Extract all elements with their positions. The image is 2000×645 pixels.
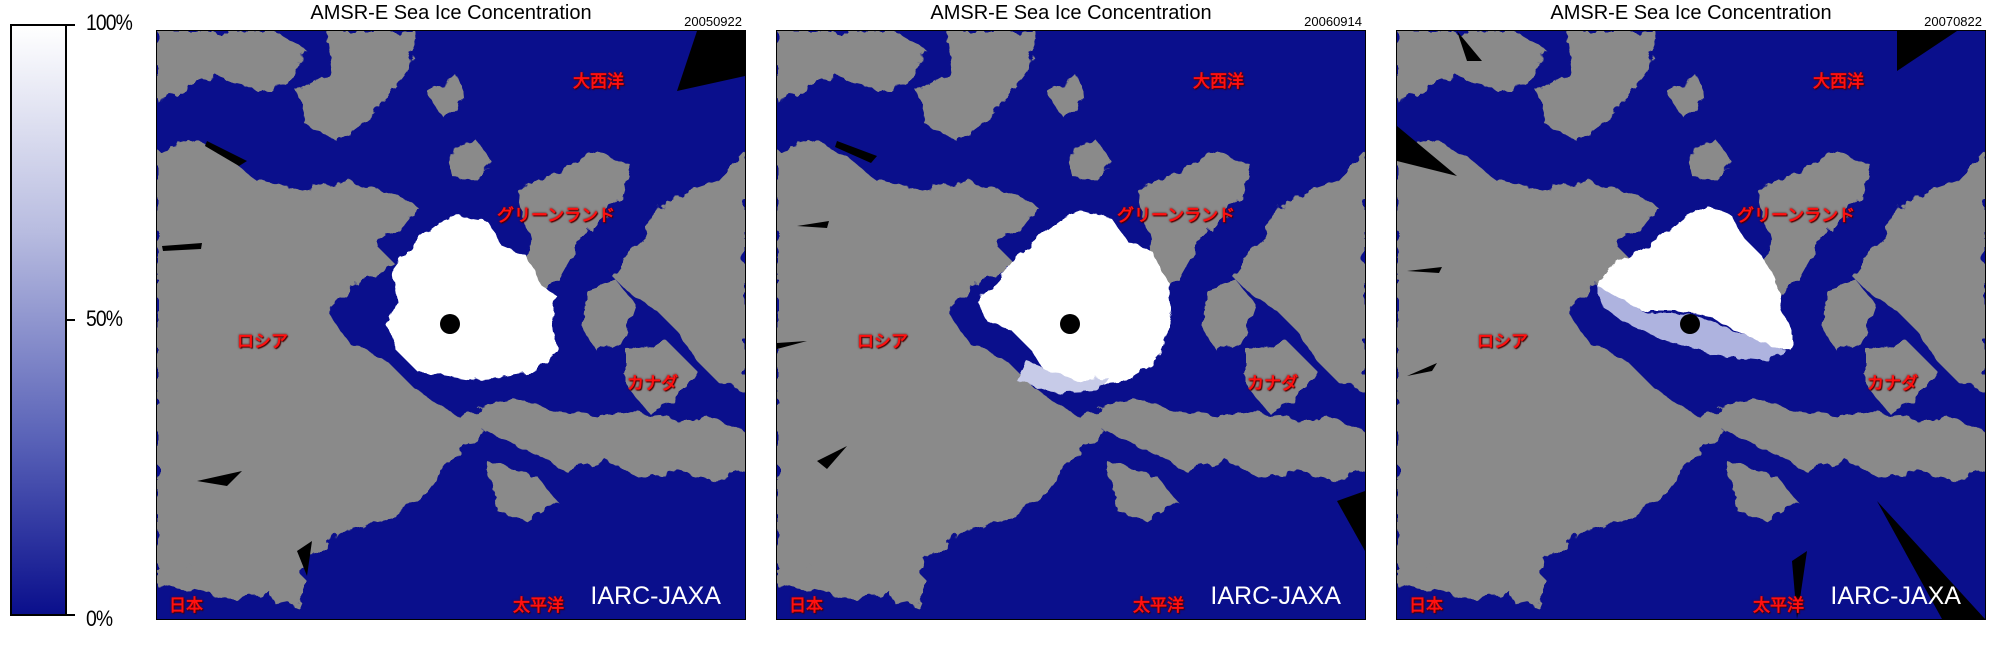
- no-data-wedge: [1407, 267, 1442, 273]
- no-data-wedge: [1397, 126, 1457, 176]
- sea-ice-extent: [387, 216, 557, 379]
- label-greenland: グリーンランド: [497, 206, 616, 226]
- label-atlantic: 大西洋: [1813, 72, 1864, 92]
- colorbar-label-min: 0%: [86, 606, 113, 631]
- panel-title: AMSR-E Sea Ice Concentration: [930, 2, 1212, 24]
- label-greenland: グリーンランド: [1737, 206, 1856, 226]
- colorbar-tick-mid: [67, 319, 75, 321]
- no-data-wedge: [297, 541, 312, 576]
- no-data-wedge: [777, 341, 807, 349]
- north-pole-marker: [1060, 314, 1080, 334]
- label-russia: ロシア: [857, 332, 908, 352]
- panel-title: AMSR-E Sea Ice Concentration: [310, 2, 592, 24]
- panel-date: 20070822: [1924, 14, 1982, 29]
- north-pole-marker: [440, 314, 460, 334]
- label-pacific: 太平洋: [513, 596, 564, 616]
- no-data-wedge: [817, 446, 847, 469]
- no-data-wedge: [1407, 363, 1437, 376]
- arctic-map-graphic: [777, 31, 1365, 619]
- no-data-wedge: [205, 141, 247, 166]
- panel-date: 20060914: [1304, 14, 1362, 29]
- no-data-wedge: [197, 471, 242, 486]
- map-panel-2005: AMSR-E Sea Ice Concentration 20050922 大西…: [156, 0, 746, 620]
- label-russia: ロシア: [1477, 332, 1528, 352]
- sea-ice-map: 大西洋 グリーンランド ロシア カナダ 日本 太平洋 IARC-JAXA: [156, 30, 746, 620]
- sea-ice-extent: [1597, 206, 1792, 351]
- colorbar-label-mid: 50%: [86, 306, 123, 331]
- label-atlantic: 大西洋: [573, 72, 624, 92]
- sea-ice-map: 大西洋 グリーンランド ロシア カナダ 日本 太平洋 IARC-JAXA: [776, 30, 1366, 620]
- label-canada: カナダ: [1247, 374, 1298, 394]
- no-data-wedge: [835, 141, 877, 163]
- sea-ice-extent: [977, 211, 1172, 386]
- map-panel-2006: AMSR-E Sea Ice Concentration 20060914 大西…: [776, 0, 1366, 620]
- map-panel-2007: AMSR-E Sea Ice Concentration 20070822 大西…: [1396, 0, 1986, 620]
- colorbar-tick-top: [67, 24, 75, 26]
- label-greenland: グリーンランド: [1117, 206, 1236, 226]
- no-data-wedge: [797, 221, 829, 228]
- panel-title: AMSR-E Sea Ice Concentration: [1550, 2, 1832, 24]
- no-data-wedge: [1792, 551, 1807, 619]
- label-russia: ロシア: [237, 332, 288, 352]
- colorbar-gradient: [10, 24, 67, 616]
- credit-label: IARC-JAXA: [1210, 582, 1341, 610]
- label-canada: カナダ: [1867, 374, 1918, 394]
- label-japan: 日本: [789, 596, 823, 616]
- label-pacific: 太平洋: [1753, 596, 1804, 616]
- credit-label: IARC-JAXA: [590, 582, 721, 610]
- colorbar-label-max: 100%: [86, 10, 133, 35]
- colorbar-legend: 100% 50% 0%: [10, 10, 145, 631]
- arctic-map-graphic: [1397, 31, 1985, 619]
- arctic-map-graphic: [157, 31, 745, 619]
- no-data-wedge: [1877, 501, 1985, 619]
- no-data-wedge: [1897, 31, 1957, 71]
- label-japan: 日本: [1409, 596, 1443, 616]
- sea-ice-map: 大西洋 グリーンランド ロシア カナダ 日本 太平洋 IARC-JAXA: [1396, 30, 1986, 620]
- no-data-wedge: [1457, 31, 1482, 61]
- label-japan: 日本: [169, 596, 203, 616]
- label-pacific: 太平洋: [1133, 596, 1184, 616]
- no-data-wedge: [1337, 491, 1365, 551]
- no-data-wedge: [162, 243, 202, 251]
- label-canada: カナダ: [627, 374, 678, 394]
- panel-date: 20050922: [684, 14, 742, 29]
- colorbar-tick-bottom: [67, 614, 75, 616]
- credit-label: IARC-JAXA: [1830, 582, 1961, 610]
- north-pole-marker: [1680, 314, 1700, 334]
- label-atlantic: 大西洋: [1193, 72, 1244, 92]
- no-data-wedge: [677, 31, 745, 91]
